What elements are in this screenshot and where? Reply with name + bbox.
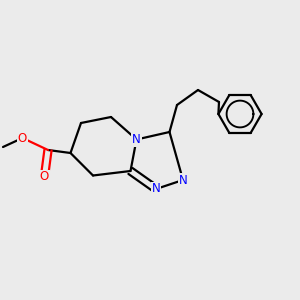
Text: N: N xyxy=(152,182,160,196)
Text: N: N xyxy=(178,173,188,187)
Text: O: O xyxy=(40,170,49,184)
Text: O: O xyxy=(18,131,27,145)
Text: N: N xyxy=(132,133,141,146)
